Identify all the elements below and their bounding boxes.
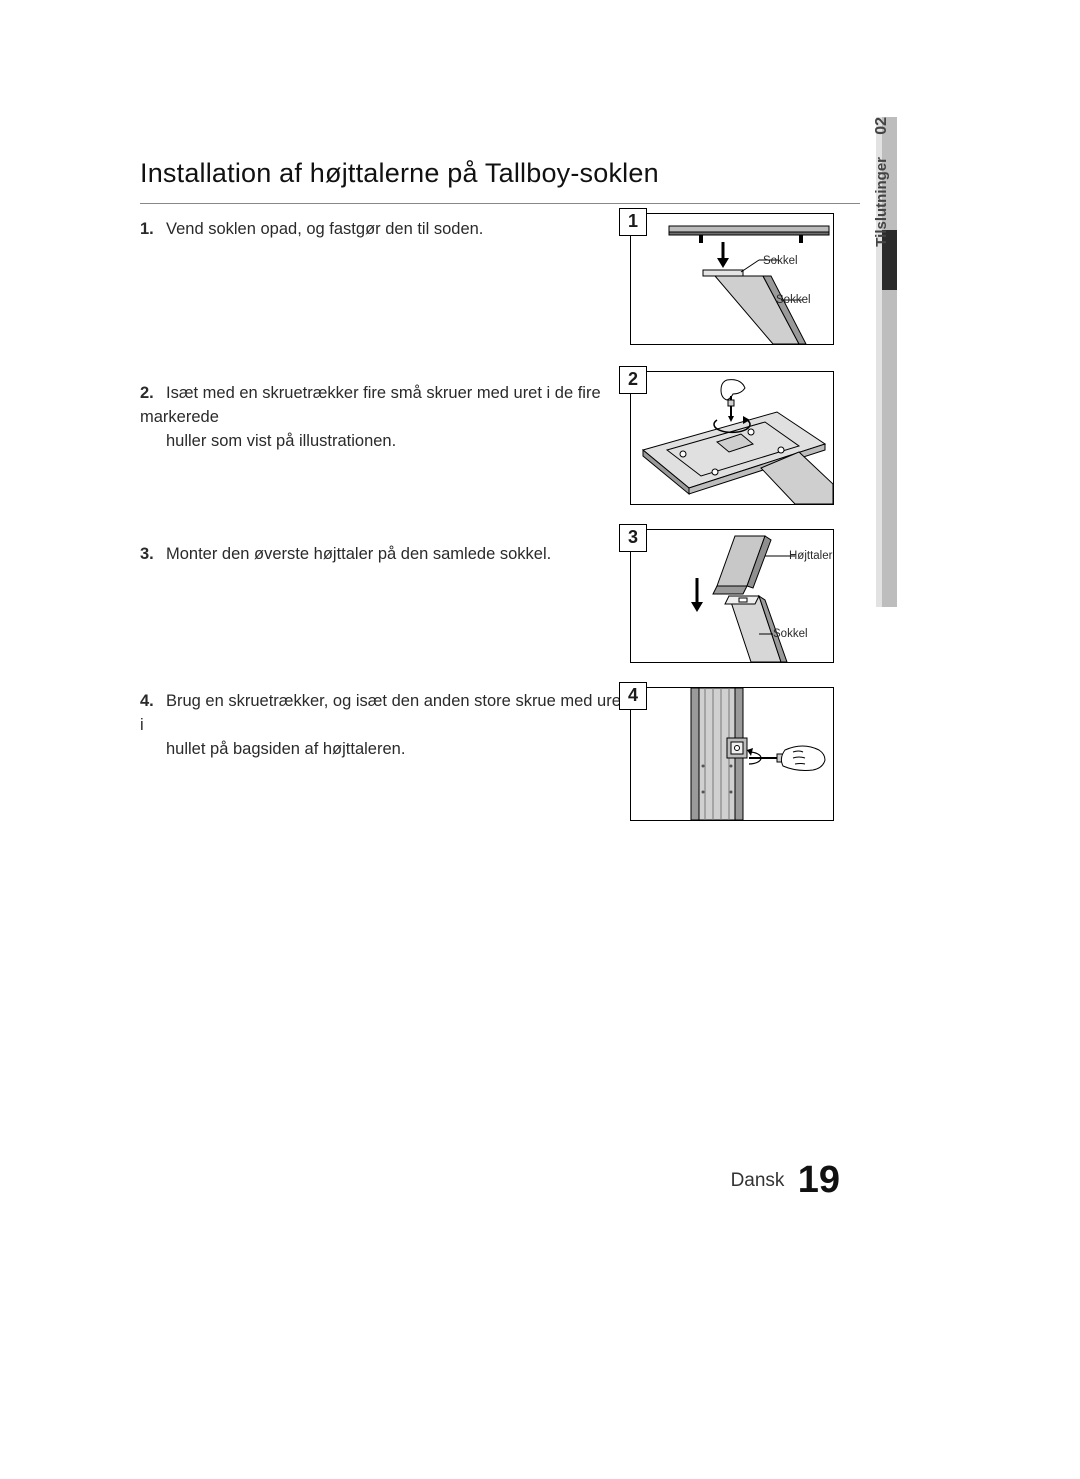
step-2-line1: Isæt med en skruetrækker fire små skruer…: [140, 384, 601, 426]
footer-language: Dansk: [731, 1170, 785, 1191]
step-1-number: 1.: [140, 218, 166, 242]
step-4-number: 4.: [140, 690, 166, 714]
figure-4-illustration: [631, 688, 833, 820]
figure-1-label-bottom: Sokkel: [776, 294, 811, 306]
step-4-line2: hullet på bagsiden af højttaleren.: [140, 738, 630, 762]
figure-1: 1 Sokkel Sokkel: [630, 213, 834, 345]
step-1: 1.Vend soklen opad, og fastgør den til s…: [140, 218, 630, 242]
figure-1-illustration: [631, 214, 833, 344]
side-tab: 02 Tilslutninger: [873, 117, 895, 442]
step-3-text: Monter den øverste højttaler på den saml…: [166, 545, 551, 563]
page-title: Installation af højttalerne på Tallboy-s…: [140, 158, 860, 204]
footer-page-number: 19: [798, 1159, 840, 1201]
figure-1-label-top: Sokkel: [763, 255, 798, 267]
step-3-number: 3.: [140, 543, 166, 567]
step-4-line1: Brug en skruetrækker, og isæt den anden …: [140, 692, 626, 734]
figure-3-number: 3: [619, 524, 647, 552]
step-4: 4.Brug en skruetrækker, og isæt den ande…: [140, 690, 630, 762]
figure-3: 3 Højttaler Sokkel: [630, 529, 834, 663]
page: 02 Tilslutninger Installation af højttal…: [0, 0, 1080, 1479]
page-footer: Dansk 19: [731, 1159, 840, 1202]
figure-1-number: 1: [619, 208, 647, 236]
figure-4: 4: [630, 687, 834, 821]
figure-2: 2: [630, 371, 834, 505]
figure-2-number: 2: [619, 366, 647, 394]
side-tab-number: 02: [873, 117, 891, 135]
figure-2-illustration: [631, 372, 833, 504]
step-1-text: Vend soklen opad, og fastgør den til sod…: [166, 220, 483, 238]
step-2-number: 2.: [140, 382, 166, 406]
step-2-line2: huller som vist på illustrationen.: [140, 430, 630, 454]
step-3: 3.Monter den øverste højttaler på den sa…: [140, 543, 630, 567]
side-tab-label: Tilslutninger: [873, 157, 890, 247]
figure-3-label-bottom: Sokkel: [773, 628, 808, 640]
figure-4-number: 4: [619, 682, 647, 710]
figure-3-label-top: Højttaler: [789, 550, 832, 562]
step-2: 2.Isæt med en skruetrækker fire små skru…: [140, 382, 630, 454]
